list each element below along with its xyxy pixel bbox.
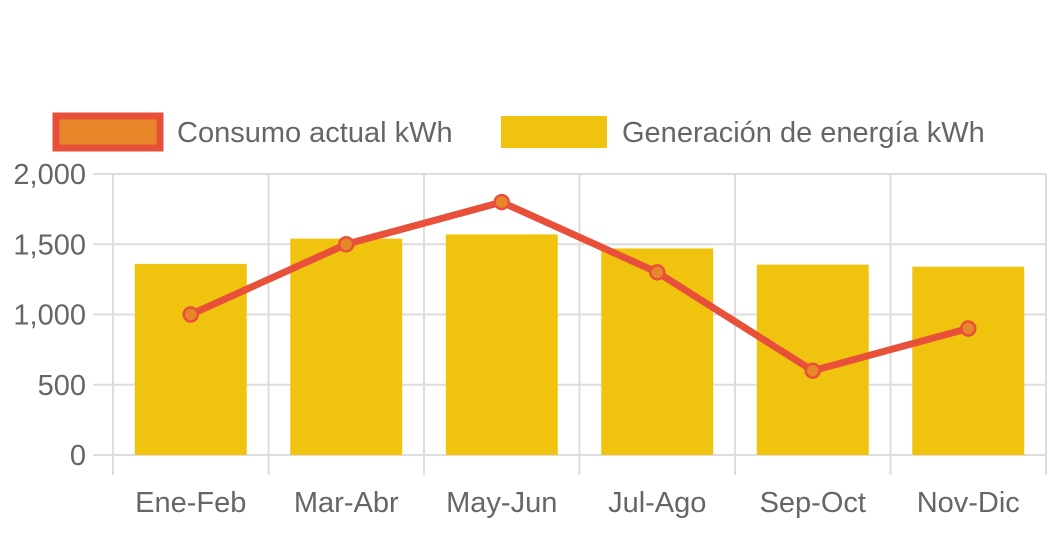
x-tick-label: May-Jun [446, 487, 557, 519]
x-tick-label: Mar-Abr [294, 487, 399, 519]
bar-series [134, 234, 1025, 455]
axes: 0 500 1,000 1,500 2,000 Ene-Feb Mar-Abr May-Jun… [13, 159, 1019, 519]
bar-jul-ago[interactable] [601, 248, 714, 455]
line-point-mar-abr[interactable] [338, 236, 355, 253]
x-tick-label: Jul-Ago [608, 487, 706, 519]
y-tick-label: 0 [70, 440, 86, 472]
x-tick-label: Sep-Oct [760, 487, 866, 519]
line-point-sep-oct[interactable] [804, 362, 821, 379]
line-point-nov-dic[interactable] [960, 320, 977, 337]
y-tick-label: 2,000 [13, 159, 86, 191]
legend: Consumo actual kWh Generación de energía… [52, 112, 985, 152]
bar-may-jun[interactable] [445, 234, 558, 455]
bar-nov-dic[interactable] [912, 266, 1025, 455]
legend-item-bar-series[interactable]: Generación de energía kWh [501, 116, 985, 149]
x-tick-label: Nov-Dic [917, 487, 1020, 519]
x-tick-label: Ene-Feb [135, 487, 246, 519]
legend-item-line-series[interactable]: Consumo actual kWh [52, 112, 453, 152]
y-tick-label: 500 [38, 370, 86, 402]
legend-swatch-line-series [52, 112, 164, 152]
legend-swatch-bar-series [501, 116, 607, 148]
grid [93, 173, 1047, 475]
consumption-line [187, 198, 972, 375]
y-tick-label: 1,000 [13, 300, 86, 332]
legend-label-line-series: Consumo actual kWh [177, 117, 453, 149]
line-point-ene-feb[interactable] [182, 306, 199, 323]
line-series [182, 193, 977, 379]
bar-mar-abr[interactable] [290, 238, 403, 455]
legend-label-bar-series: Generación de energía kWh [622, 117, 985, 149]
line-point-jul-ago[interactable] [649, 264, 666, 281]
bar-ene-feb[interactable] [134, 263, 247, 455]
y-tick-label: 1,500 [13, 229, 86, 261]
line-point-may-jun[interactable] [493, 193, 510, 211]
